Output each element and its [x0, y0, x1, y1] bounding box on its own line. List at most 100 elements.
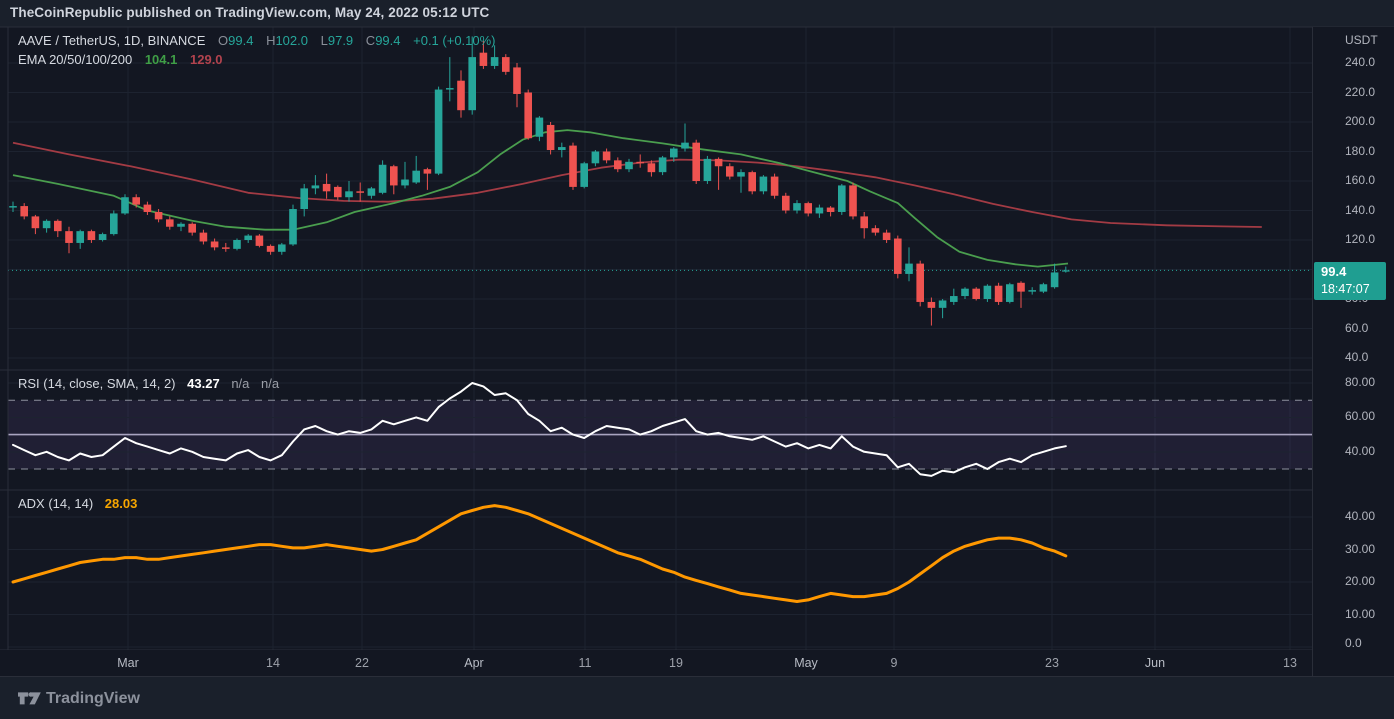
candle-body	[9, 206, 17, 208]
candle-body	[513, 67, 521, 94]
ohlc-close-value: 99.4	[375, 33, 401, 48]
candle-body	[121, 197, 129, 214]
ohlc-open-value: 99.4	[228, 33, 254, 48]
time-axis-month-label: Apr	[464, 656, 484, 670]
candle-body	[703, 158, 712, 181]
rsi-value: 43.27	[187, 376, 220, 391]
adx-axis-label: 20.00	[1345, 574, 1376, 588]
ema-legend-title[interactable]: EMA 20/50/100/200	[18, 52, 133, 67]
candle-body	[390, 166, 398, 186]
rsi-axis-label: 80.00	[1345, 375, 1376, 389]
candle-body	[378, 164, 387, 193]
candle-body	[681, 142, 689, 149]
candle-body	[558, 147, 566, 151]
tradingview-logo[interactable]	[18, 691, 42, 707]
candle-body	[401, 179, 409, 186]
candle-body	[782, 195, 790, 211]
candle-body	[1028, 290, 1036, 292]
last-price-value: 99.4	[1321, 264, 1347, 279]
candle-body	[994, 285, 1003, 302]
candle-body	[222, 247, 230, 249]
candle-body	[770, 176, 779, 196]
adx-axis-label: 30.00	[1345, 541, 1376, 556]
candle-body	[423, 169, 432, 174]
candle-body	[905, 263, 913, 274]
candle-body	[580, 163, 588, 187]
candle-body	[154, 211, 163, 220]
rsi-na-2: n/a	[261, 376, 280, 391]
ema-slow-line	[12, 141, 1262, 228]
candle-body	[434, 89, 443, 174]
adx-axis-label: 10.00	[1345, 606, 1376, 621]
time-axis-day-label: 14	[266, 656, 280, 670]
candle-body	[882, 232, 891, 240]
adx-value: 28.03	[104, 496, 138, 511]
candle-body	[457, 80, 465, 111]
axis-currency-label: USDT	[1345, 33, 1378, 47]
candle-body	[1017, 282, 1025, 292]
candle-body	[166, 219, 174, 227]
candle-body	[1006, 284, 1014, 302]
candle-body	[826, 207, 835, 212]
candle-body	[87, 231, 96, 240]
candle-body	[367, 188, 376, 196]
candle-body	[188, 223, 196, 233]
time-axis-day-label: 13	[1283, 656, 1297, 670]
candle-body	[65, 231, 73, 243]
candle-body	[714, 158, 723, 167]
ema-fast-line	[12, 129, 1069, 268]
candle-body	[412, 170, 420, 183]
candle-body	[334, 186, 342, 198]
last-price-badge[interactable]: 99.4 18:47:07	[1314, 262, 1386, 300]
candle-body	[961, 288, 969, 297]
candle-body	[1039, 284, 1048, 292]
candle-body	[446, 88, 454, 90]
rsi-legend-title[interactable]: RSI (14, close, SMA, 14, 2)	[18, 376, 176, 391]
candle-body	[950, 296, 958, 302]
time-axis-day-label: 19	[669, 656, 683, 670]
time-axis-month-label: May	[794, 656, 818, 670]
publish-text: TheCoinRepublic published on TradingView…	[10, 5, 490, 20]
price-axis-label: 200.0	[1345, 114, 1376, 128]
adx-legend-title[interactable]: ADX (14, 14)	[18, 496, 94, 511]
candle-body	[233, 240, 241, 249]
adx-line	[11, 504, 1068, 603]
ema-slow-value: 129.0	[190, 52, 223, 67]
candle-body	[502, 57, 510, 72]
candle-body	[614, 160, 622, 170]
rsi-band	[8, 400, 1312, 469]
footer: TradingView	[0, 676, 1394, 719]
candle-body	[311, 185, 320, 189]
ohlc-low-value: 97.9	[327, 33, 354, 48]
candle-body	[76, 231, 84, 243]
ohlc-close-label: C	[365, 33, 376, 48]
rsi-axis-label: 40.00	[1345, 443, 1376, 458]
time-axis[interactable]: Mar 14 22 Apr 11 19 May 9 23 Jun 13	[0, 650, 1312, 676]
price-axis[interactable]: USDT 240.0 220.0 200.0 180.0 160.0 140.0 120.0…	[1312, 27, 1394, 676]
price-axis-label: 160.0	[1345, 173, 1376, 187]
time-axis-day-label: 22	[355, 656, 369, 670]
candle-body	[524, 92, 532, 139]
bar-countdown: 18:47:07	[1321, 282, 1370, 296]
candle-body	[490, 57, 499, 66]
time-axis-day-label: 9	[890, 656, 898, 670]
candle-body	[244, 235, 252, 240]
symbol-legend: AAVE / TetherUS, 1D, BINANCE O99.4 H102.…	[18, 33, 496, 48]
candle-body	[647, 163, 656, 173]
price-axis-label: 60.0	[1345, 320, 1369, 335]
ohlc-open-label: O	[218, 33, 229, 48]
candle-body	[143, 204, 152, 212]
candle-body	[42, 220, 51, 229]
candle-body	[938, 300, 947, 308]
symbol-title[interactable]: AAVE / TetherUS, 1D, BINANCE	[18, 33, 206, 48]
candle-body	[535, 117, 544, 137]
candle-body	[804, 203, 812, 214]
candle-body	[20, 206, 28, 217]
candle-body	[748, 172, 756, 192]
candle-body	[838, 185, 846, 212]
rsi-axis-label: 60.00	[1345, 409, 1376, 424]
candle-body	[199, 232, 208, 242]
candle-body	[860, 216, 868, 229]
candle-body	[916, 263, 924, 302]
